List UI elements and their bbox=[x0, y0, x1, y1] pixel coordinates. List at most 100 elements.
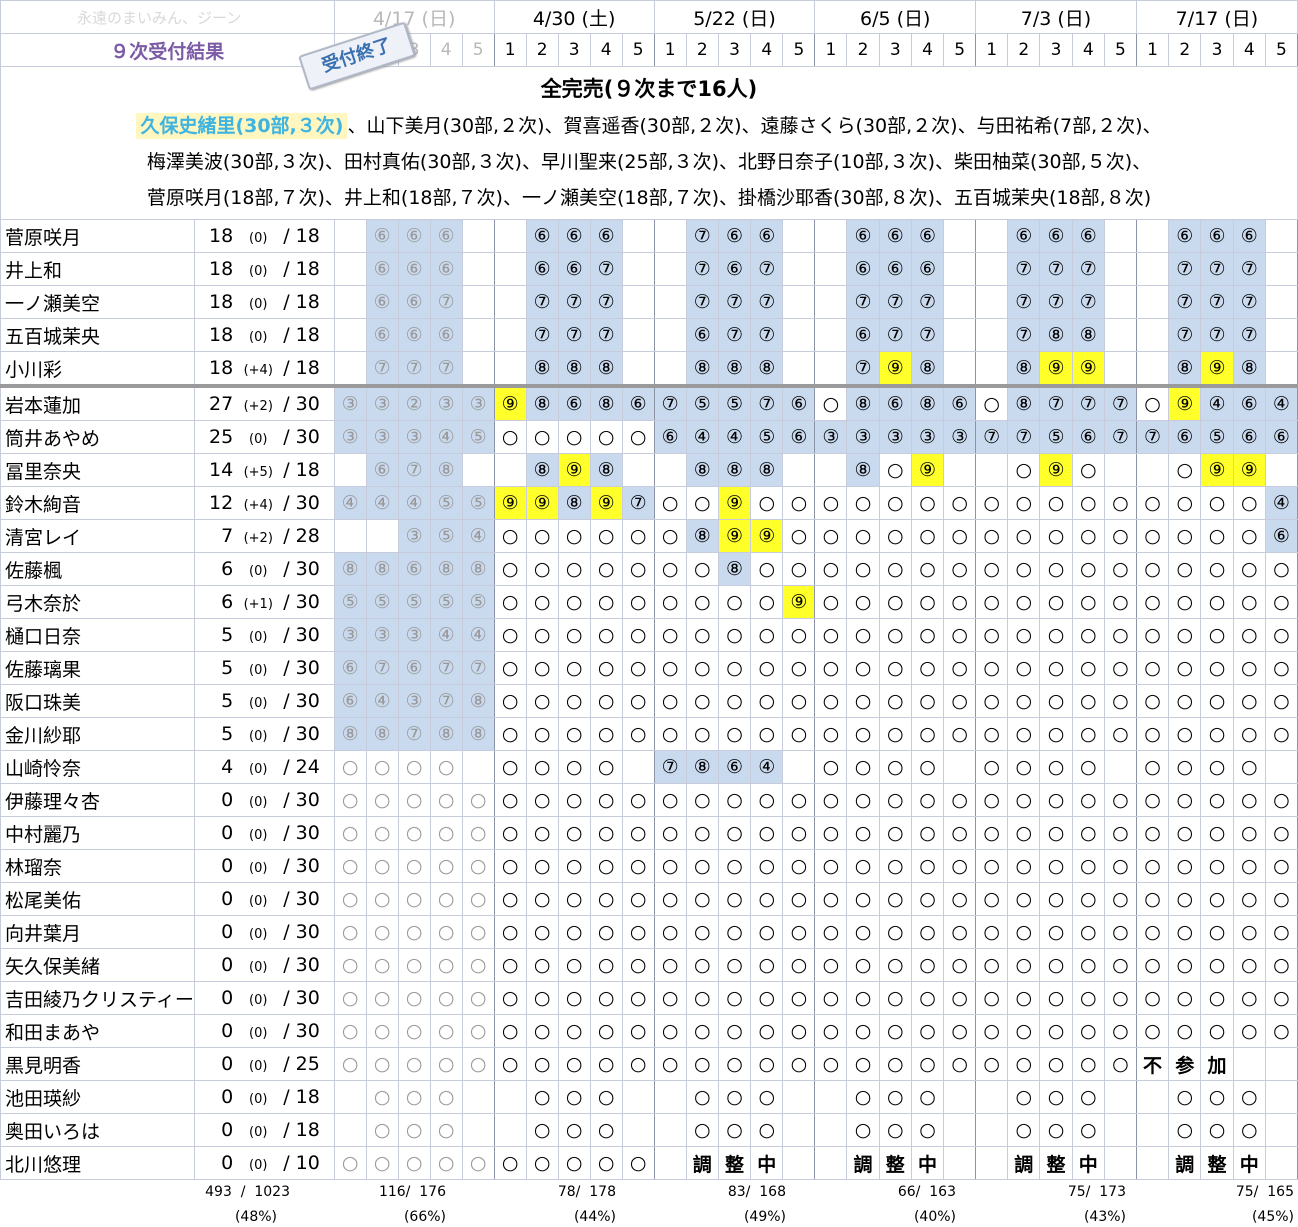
slot-cell: ⑥ bbox=[1232, 219, 1266, 253]
slot-cell: ○ bbox=[846, 783, 880, 817]
slot-cell: ○ bbox=[1007, 1014, 1041, 1048]
slot-cell: ○ bbox=[1168, 1080, 1202, 1114]
slot-cell: ○ bbox=[1168, 882, 1202, 916]
slot-cell: ○ bbox=[1232, 1113, 1266, 1147]
slot-cell bbox=[1103, 750, 1137, 784]
slot-cell: ⑧ bbox=[717, 453, 752, 487]
total-slots: / 30 bbox=[283, 393, 320, 415]
slot-cell: ⑦ bbox=[525, 318, 559, 352]
slot-cell: ○ bbox=[365, 915, 399, 949]
slot-cell: ○ bbox=[461, 948, 495, 982]
slot-cell: ⑦ bbox=[1232, 252, 1266, 286]
slot-cell: ○ bbox=[782, 882, 816, 916]
slot-cell: ⑦ bbox=[365, 351, 399, 387]
slot-cell: 調 bbox=[685, 1146, 719, 1180]
slot-cell: ○ bbox=[333, 816, 367, 850]
slot-cell: ○ bbox=[493, 552, 527, 586]
slot-cell bbox=[1103, 219, 1137, 253]
slot-cell: ⑦ bbox=[717, 318, 752, 352]
slot-cell: ⑦ bbox=[1168, 285, 1202, 319]
slot-cell: ○ bbox=[878, 849, 912, 883]
slot-cell: ○ bbox=[333, 849, 367, 883]
member-count: 0 (0) / 18 bbox=[193, 1113, 335, 1147]
part-number: 2 bbox=[525, 33, 559, 67]
member-name: 弓木奈於 bbox=[0, 585, 195, 619]
slot-cell: ○ bbox=[557, 552, 591, 586]
slot-cell: ○ bbox=[814, 618, 848, 652]
slot-cell: ⑧ bbox=[685, 453, 719, 487]
slot-cell: ○ bbox=[975, 384, 1009, 421]
slot-cell: ○ bbox=[621, 915, 655, 949]
slot-cell: ○ bbox=[846, 585, 880, 619]
total-slots: / 30 bbox=[283, 954, 320, 976]
slot-cell: ○ bbox=[1007, 717, 1041, 751]
slot-cell: ⑥ bbox=[717, 252, 752, 286]
slot-cell: ○ bbox=[493, 519, 527, 553]
slot-cell: ○ bbox=[621, 1047, 655, 1081]
slot-cell: ○ bbox=[878, 915, 912, 949]
slot-cell: ⑦ bbox=[1103, 384, 1137, 421]
member-name: 五百城茉央 bbox=[0, 318, 195, 352]
member-name: 筒井あやめ bbox=[0, 420, 195, 454]
member-row: 菅原咲月 18 (0)/ 18 ⑥ ⑥ ⑥ ⑥ ⑥ ⑥ ⑦ ⑥ ⑥ ⑥ ⑥ ⑥ ⑥ ⑥ ⑥ ⑥ ⑥ ⑥ bbox=[0, 219, 1298, 253]
slot-cell bbox=[653, 351, 687, 387]
slot-cell bbox=[782, 1146, 816, 1180]
slot-cell: ○ bbox=[1168, 816, 1202, 850]
slot-cell: ○ bbox=[910, 750, 945, 784]
slot-cell: ⑥ bbox=[1071, 420, 1105, 454]
member-count: 18 (0) / 18 bbox=[193, 219, 335, 253]
slot-cell: ○ bbox=[1039, 651, 1073, 685]
slot-cell: ○ bbox=[653, 552, 687, 586]
slot-cell: ⑦ bbox=[365, 651, 399, 685]
slot-cell: ○ bbox=[910, 1080, 945, 1114]
sold-count: 0 bbox=[221, 1086, 234, 1108]
slot-cell: ○ bbox=[1200, 882, 1234, 916]
slot-cell: ○ bbox=[878, 981, 912, 1015]
slot-cell: ○ bbox=[1039, 783, 1073, 817]
sold-count: 18 bbox=[209, 291, 234, 313]
slot-cell: ○ bbox=[1232, 1080, 1266, 1114]
slot-cell: ○ bbox=[1135, 1014, 1170, 1048]
slot-cell: ○ bbox=[621, 1014, 655, 1048]
slot-cell: ⑨ bbox=[1200, 453, 1234, 487]
slot-cell: ○ bbox=[1135, 618, 1170, 652]
slot-cell: ○ bbox=[1071, 1047, 1105, 1081]
slot-cell: ○ bbox=[943, 882, 977, 916]
slot-cell bbox=[493, 285, 527, 319]
sold-delta: (+4) bbox=[243, 498, 273, 513]
slot-cell: ○ bbox=[1232, 849, 1266, 883]
slot-cell bbox=[621, 1080, 655, 1114]
slot-cell: ⑦ bbox=[1039, 252, 1073, 286]
slot-cell: ○ bbox=[557, 585, 591, 619]
slot-cell: ○ bbox=[750, 552, 784, 586]
part-number: 2 bbox=[685, 33, 719, 67]
slot-cell bbox=[653, 1146, 687, 1180]
slot-cell: ○ bbox=[621, 816, 655, 850]
part-number: 3 bbox=[1200, 33, 1234, 67]
member-name: 山崎怜奈 bbox=[0, 750, 195, 784]
slot-cell: ○ bbox=[1007, 453, 1041, 487]
slot-cell: ⑤ bbox=[750, 420, 784, 454]
slot-cell: ○ bbox=[1232, 585, 1266, 619]
slot-cell bbox=[1232, 1047, 1266, 1081]
slot-cell: ○ bbox=[589, 1146, 623, 1180]
slot-cell: ○ bbox=[1007, 684, 1041, 718]
slot-cell: ○ bbox=[429, 849, 463, 883]
slot-cell: ○ bbox=[1168, 486, 1202, 520]
slot-cell: ○ bbox=[365, 1047, 399, 1081]
member-count: 0 (0) / 30 bbox=[193, 981, 335, 1015]
part-number: 4 bbox=[1232, 33, 1266, 67]
slot-cell: ○ bbox=[589, 585, 623, 619]
slot-cell: ○ bbox=[782, 1014, 816, 1048]
sold-delta: (0) bbox=[249, 231, 268, 246]
slot-cell bbox=[1135, 252, 1170, 286]
handshake-sales-table: 永遠のまいみん、ジーン 4/17 (日) 4/30 (土) 5/22 (日) 6/5 (… bbox=[0, 0, 1298, 1180]
slot-cell: ⑨ bbox=[1232, 453, 1266, 487]
slot-cell: ○ bbox=[782, 651, 816, 685]
member-name: 菅原咲月 bbox=[0, 219, 195, 253]
slot-cell bbox=[493, 351, 527, 387]
slot-cell: ○ bbox=[1232, 948, 1266, 982]
slot-cell: ⑥ bbox=[397, 219, 431, 253]
member-row: 中村麗乃 0 (0)/ 30 ○ ○ ○ ○ ○ ○ ○ ○ ○ ○ ○ ○ ○ ○ ○ ○ ○ ○ ○ ○ ○ ○ ○ ○ ○ ○ ○ ○… bbox=[0, 816, 1298, 850]
sold-count: 0 bbox=[221, 921, 234, 943]
